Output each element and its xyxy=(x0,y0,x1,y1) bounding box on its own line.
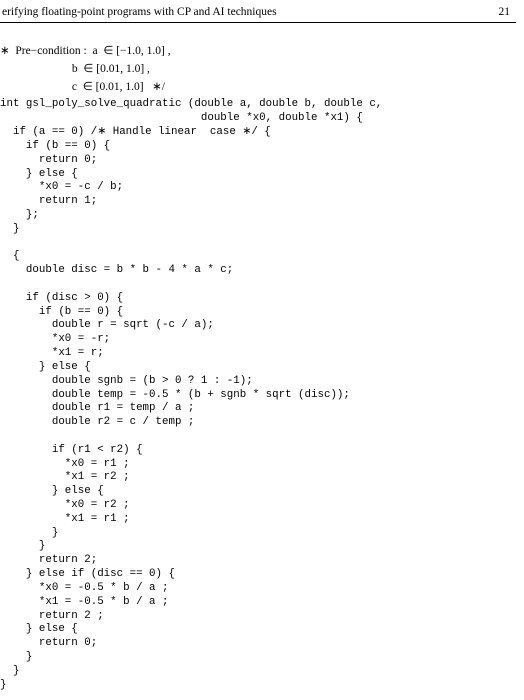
precondition-line-3: c ∈ [0.01, 1.0] ∗/ xyxy=(0,81,165,93)
code-listing: int gsl_poly_solve_quadratic (double a, … xyxy=(0,98,516,692)
precondition-line-2: b ∈ [0.01, 1.0] , xyxy=(0,63,150,75)
running-head-title: erifying floating-point programs with CP… xyxy=(2,6,277,18)
precondition-block: ∗ Pre−condition : a ∈ [−1.0, 1.0] , b ∈ … xyxy=(0,43,516,96)
running-head-page-number: 21 xyxy=(489,6,511,18)
running-head: erifying floating-point programs with CP… xyxy=(0,4,516,23)
page: erifying floating-point programs with CP… xyxy=(0,0,524,700)
precondition-line-1: ∗ Pre−condition : a ∈ [−1.0, 1.0] , xyxy=(0,45,171,57)
